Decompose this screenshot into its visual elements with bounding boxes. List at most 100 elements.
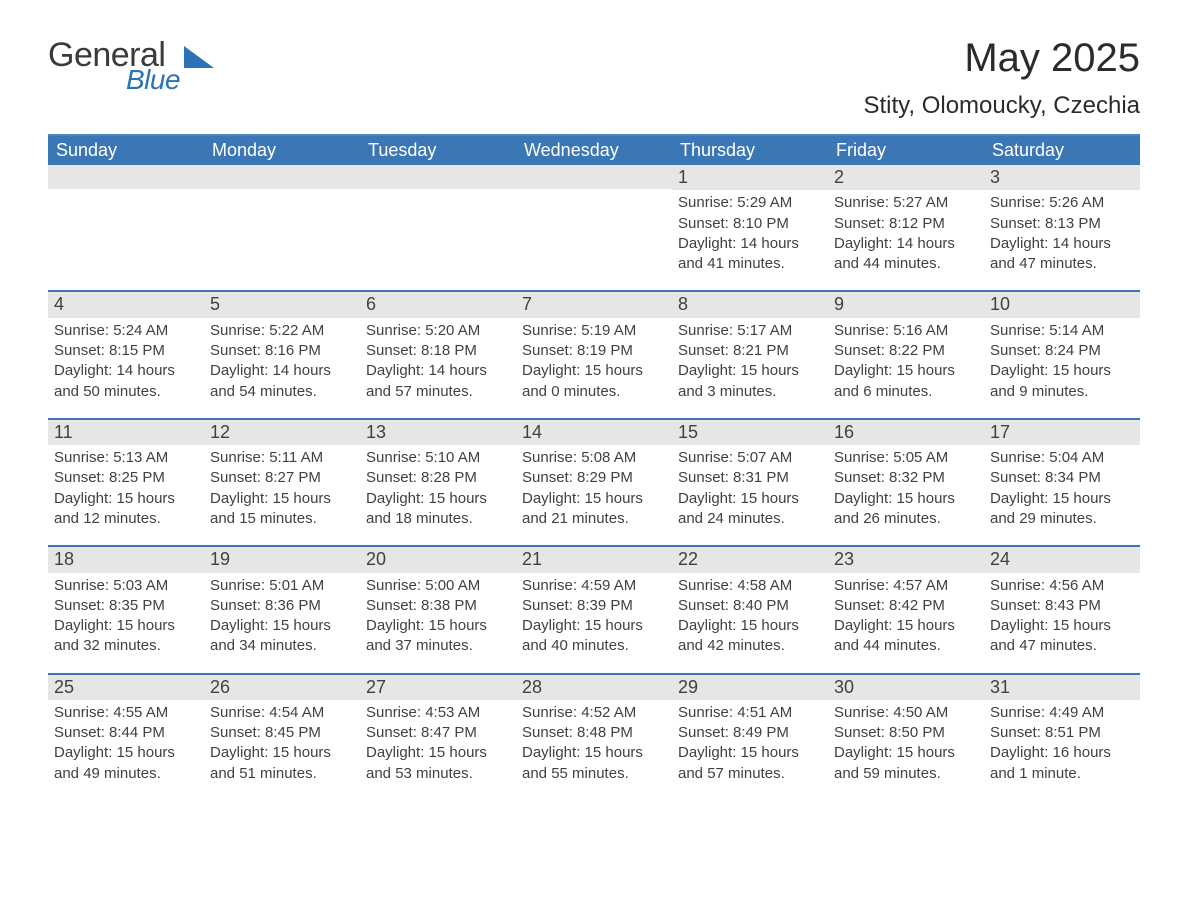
day-details: Sunrise: 5:10 AMSunset: 8:28 PMDaylight:… <box>360 445 516 529</box>
day-details: Sunrise: 5:07 AMSunset: 8:31 PMDaylight:… <box>672 445 828 529</box>
sunset-line: Sunset: 8:21 PM <box>678 341 822 361</box>
day-details: Sunrise: 4:55 AMSunset: 8:44 PMDaylight:… <box>48 700 204 784</box>
sunrise-line: Sunrise: 5:20 AM <box>366 321 510 341</box>
day-details: Sunrise: 5:29 AMSunset: 8:10 PMDaylight:… <box>672 190 828 274</box>
empty-day <box>204 165 360 189</box>
day-number: 31 <box>984 675 1140 700</box>
calendar-body: 1Sunrise: 5:29 AMSunset: 8:10 PMDaylight… <box>48 165 1140 800</box>
day-number: 21 <box>516 547 672 572</box>
day-number: 1 <box>672 165 828 190</box>
sunrise-line: Sunrise: 5:24 AM <box>54 321 198 341</box>
daylight-line: Daylight: 15 hours and 0 minutes. <box>522 361 666 402</box>
daylight-line: Daylight: 15 hours and 21 minutes. <box>522 489 666 530</box>
empty-day <box>516 165 672 189</box>
sunset-line: Sunset: 8:42 PM <box>834 596 978 616</box>
sunrise-line: Sunrise: 4:56 AM <box>990 576 1134 596</box>
calendar-cell: 26Sunrise: 4:54 AMSunset: 8:45 PMDayligh… <box>204 674 360 800</box>
day-number: 30 <box>828 675 984 700</box>
day-number: 9 <box>828 292 984 317</box>
calendar-cell: 2Sunrise: 5:27 AMSunset: 8:12 PMDaylight… <box>828 165 984 291</box>
calendar-cell: 20Sunrise: 5:00 AMSunset: 8:38 PMDayligh… <box>360 546 516 673</box>
title-block: May 2025 Stity, Olomoucky, Czechia <box>863 38 1140 120</box>
day-number: 25 <box>48 675 204 700</box>
calendar-cell: 31Sunrise: 4:49 AMSunset: 8:51 PMDayligh… <box>984 674 1140 800</box>
page-title: May 2025 <box>863 38 1140 78</box>
sunrise-line: Sunrise: 5:10 AM <box>366 448 510 468</box>
day-number: 2 <box>828 165 984 190</box>
sunset-line: Sunset: 8:18 PM <box>366 341 510 361</box>
day-details: Sunrise: 5:27 AMSunset: 8:12 PMDaylight:… <box>828 190 984 274</box>
calendar-cell: 1Sunrise: 5:29 AMSunset: 8:10 PMDaylight… <box>672 165 828 291</box>
sunset-line: Sunset: 8:32 PM <box>834 468 978 488</box>
sunset-line: Sunset: 8:50 PM <box>834 723 978 743</box>
daylight-line: Daylight: 15 hours and 40 minutes. <box>522 616 666 657</box>
day-details: Sunrise: 5:04 AMSunset: 8:34 PMDaylight:… <box>984 445 1140 529</box>
sunset-line: Sunset: 8:36 PM <box>210 596 354 616</box>
sunrise-line: Sunrise: 4:52 AM <box>522 703 666 723</box>
weekday-header: Wednesday <box>516 135 672 165</box>
daylight-line: Daylight: 15 hours and 47 minutes. <box>990 616 1134 657</box>
calendar-cell: 7Sunrise: 5:19 AMSunset: 8:19 PMDaylight… <box>516 291 672 418</box>
day-number: 22 <box>672 547 828 572</box>
daylight-line: Daylight: 15 hours and 3 minutes. <box>678 361 822 402</box>
day-details: Sunrise: 5:13 AMSunset: 8:25 PMDaylight:… <box>48 445 204 529</box>
sunset-line: Sunset: 8:43 PM <box>990 596 1134 616</box>
sunrise-line: Sunrise: 4:53 AM <box>366 703 510 723</box>
day-details: Sunrise: 4:53 AMSunset: 8:47 PMDaylight:… <box>360 700 516 784</box>
day-details: Sunrise: 5:00 AMSunset: 8:38 PMDaylight:… <box>360 573 516 657</box>
day-number: 28 <box>516 675 672 700</box>
day-details: Sunrise: 4:51 AMSunset: 8:49 PMDaylight:… <box>672 700 828 784</box>
day-number: 5 <box>204 292 360 317</box>
sunrise-line: Sunrise: 4:54 AM <box>210 703 354 723</box>
calendar-cell: 17Sunrise: 5:04 AMSunset: 8:34 PMDayligh… <box>984 419 1140 546</box>
sunset-line: Sunset: 8:28 PM <box>366 468 510 488</box>
calendar-cell: 11Sunrise: 5:13 AMSunset: 8:25 PMDayligh… <box>48 419 204 546</box>
calendar-week-row: 18Sunrise: 5:03 AMSunset: 8:35 PMDayligh… <box>48 546 1140 673</box>
sunrise-line: Sunrise: 5:11 AM <box>210 448 354 468</box>
sunrise-line: Sunrise: 5:13 AM <box>54 448 198 468</box>
day-number: 6 <box>360 292 516 317</box>
day-number: 29 <box>672 675 828 700</box>
calendar-week-row: 11Sunrise: 5:13 AMSunset: 8:25 PMDayligh… <box>48 419 1140 546</box>
header-row: General Blue May 2025 Stity, Olomoucky, … <box>48 38 1140 120</box>
day-details: Sunrise: 4:59 AMSunset: 8:39 PMDaylight:… <box>516 573 672 657</box>
day-number: 8 <box>672 292 828 317</box>
calendar-cell: 28Sunrise: 4:52 AMSunset: 8:48 PMDayligh… <box>516 674 672 800</box>
logo: General Blue <box>48 38 218 94</box>
calendar-cell: 24Sunrise: 4:56 AMSunset: 8:43 PMDayligh… <box>984 546 1140 673</box>
day-number: 18 <box>48 547 204 572</box>
sunset-line: Sunset: 8:25 PM <box>54 468 198 488</box>
sunset-line: Sunset: 8:16 PM <box>210 341 354 361</box>
calendar-week-row: 1Sunrise: 5:29 AMSunset: 8:10 PMDaylight… <box>48 165 1140 291</box>
daylight-line: Daylight: 15 hours and 9 minutes. <box>990 361 1134 402</box>
sunrise-line: Sunrise: 5:17 AM <box>678 321 822 341</box>
daylight-line: Daylight: 14 hours and 47 minutes. <box>990 234 1134 275</box>
sunrise-line: Sunrise: 5:03 AM <box>54 576 198 596</box>
calendar-cell: 18Sunrise: 5:03 AMSunset: 8:35 PMDayligh… <box>48 546 204 673</box>
sunrise-line: Sunrise: 4:49 AM <box>990 703 1134 723</box>
calendar-cell: 16Sunrise: 5:05 AMSunset: 8:32 PMDayligh… <box>828 419 984 546</box>
sunset-line: Sunset: 8:40 PM <box>678 596 822 616</box>
daylight-line: Daylight: 14 hours and 50 minutes. <box>54 361 198 402</box>
calendar-page: General Blue May 2025 Stity, Olomoucky, … <box>0 0 1188 840</box>
daylight-line: Daylight: 15 hours and 51 minutes. <box>210 743 354 784</box>
daylight-line: Daylight: 15 hours and 57 minutes. <box>678 743 822 784</box>
day-details: Sunrise: 4:49 AMSunset: 8:51 PMDaylight:… <box>984 700 1140 784</box>
day-details: Sunrise: 5:24 AMSunset: 8:15 PMDaylight:… <box>48 318 204 402</box>
day-details: Sunrise: 5:03 AMSunset: 8:35 PMDaylight:… <box>48 573 204 657</box>
day-details: Sunrise: 4:52 AMSunset: 8:48 PMDaylight:… <box>516 700 672 784</box>
day-number: 27 <box>360 675 516 700</box>
day-number: 13 <box>360 420 516 445</box>
daylight-line: Daylight: 15 hours and 29 minutes. <box>990 489 1134 530</box>
daylight-line: Daylight: 15 hours and 49 minutes. <box>54 743 198 784</box>
calendar-cell: 23Sunrise: 4:57 AMSunset: 8:42 PMDayligh… <box>828 546 984 673</box>
sunrise-line: Sunrise: 5:04 AM <box>990 448 1134 468</box>
day-number: 15 <box>672 420 828 445</box>
day-number: 11 <box>48 420 204 445</box>
calendar-cell: 12Sunrise: 5:11 AMSunset: 8:27 PMDayligh… <box>204 419 360 546</box>
day-details: Sunrise: 4:54 AMSunset: 8:45 PMDaylight:… <box>204 700 360 784</box>
day-details: Sunrise: 4:56 AMSunset: 8:43 PMDaylight:… <box>984 573 1140 657</box>
day-details: Sunrise: 4:57 AMSunset: 8:42 PMDaylight:… <box>828 573 984 657</box>
daylight-line: Daylight: 15 hours and 34 minutes. <box>210 616 354 657</box>
sunrise-line: Sunrise: 5:19 AM <box>522 321 666 341</box>
